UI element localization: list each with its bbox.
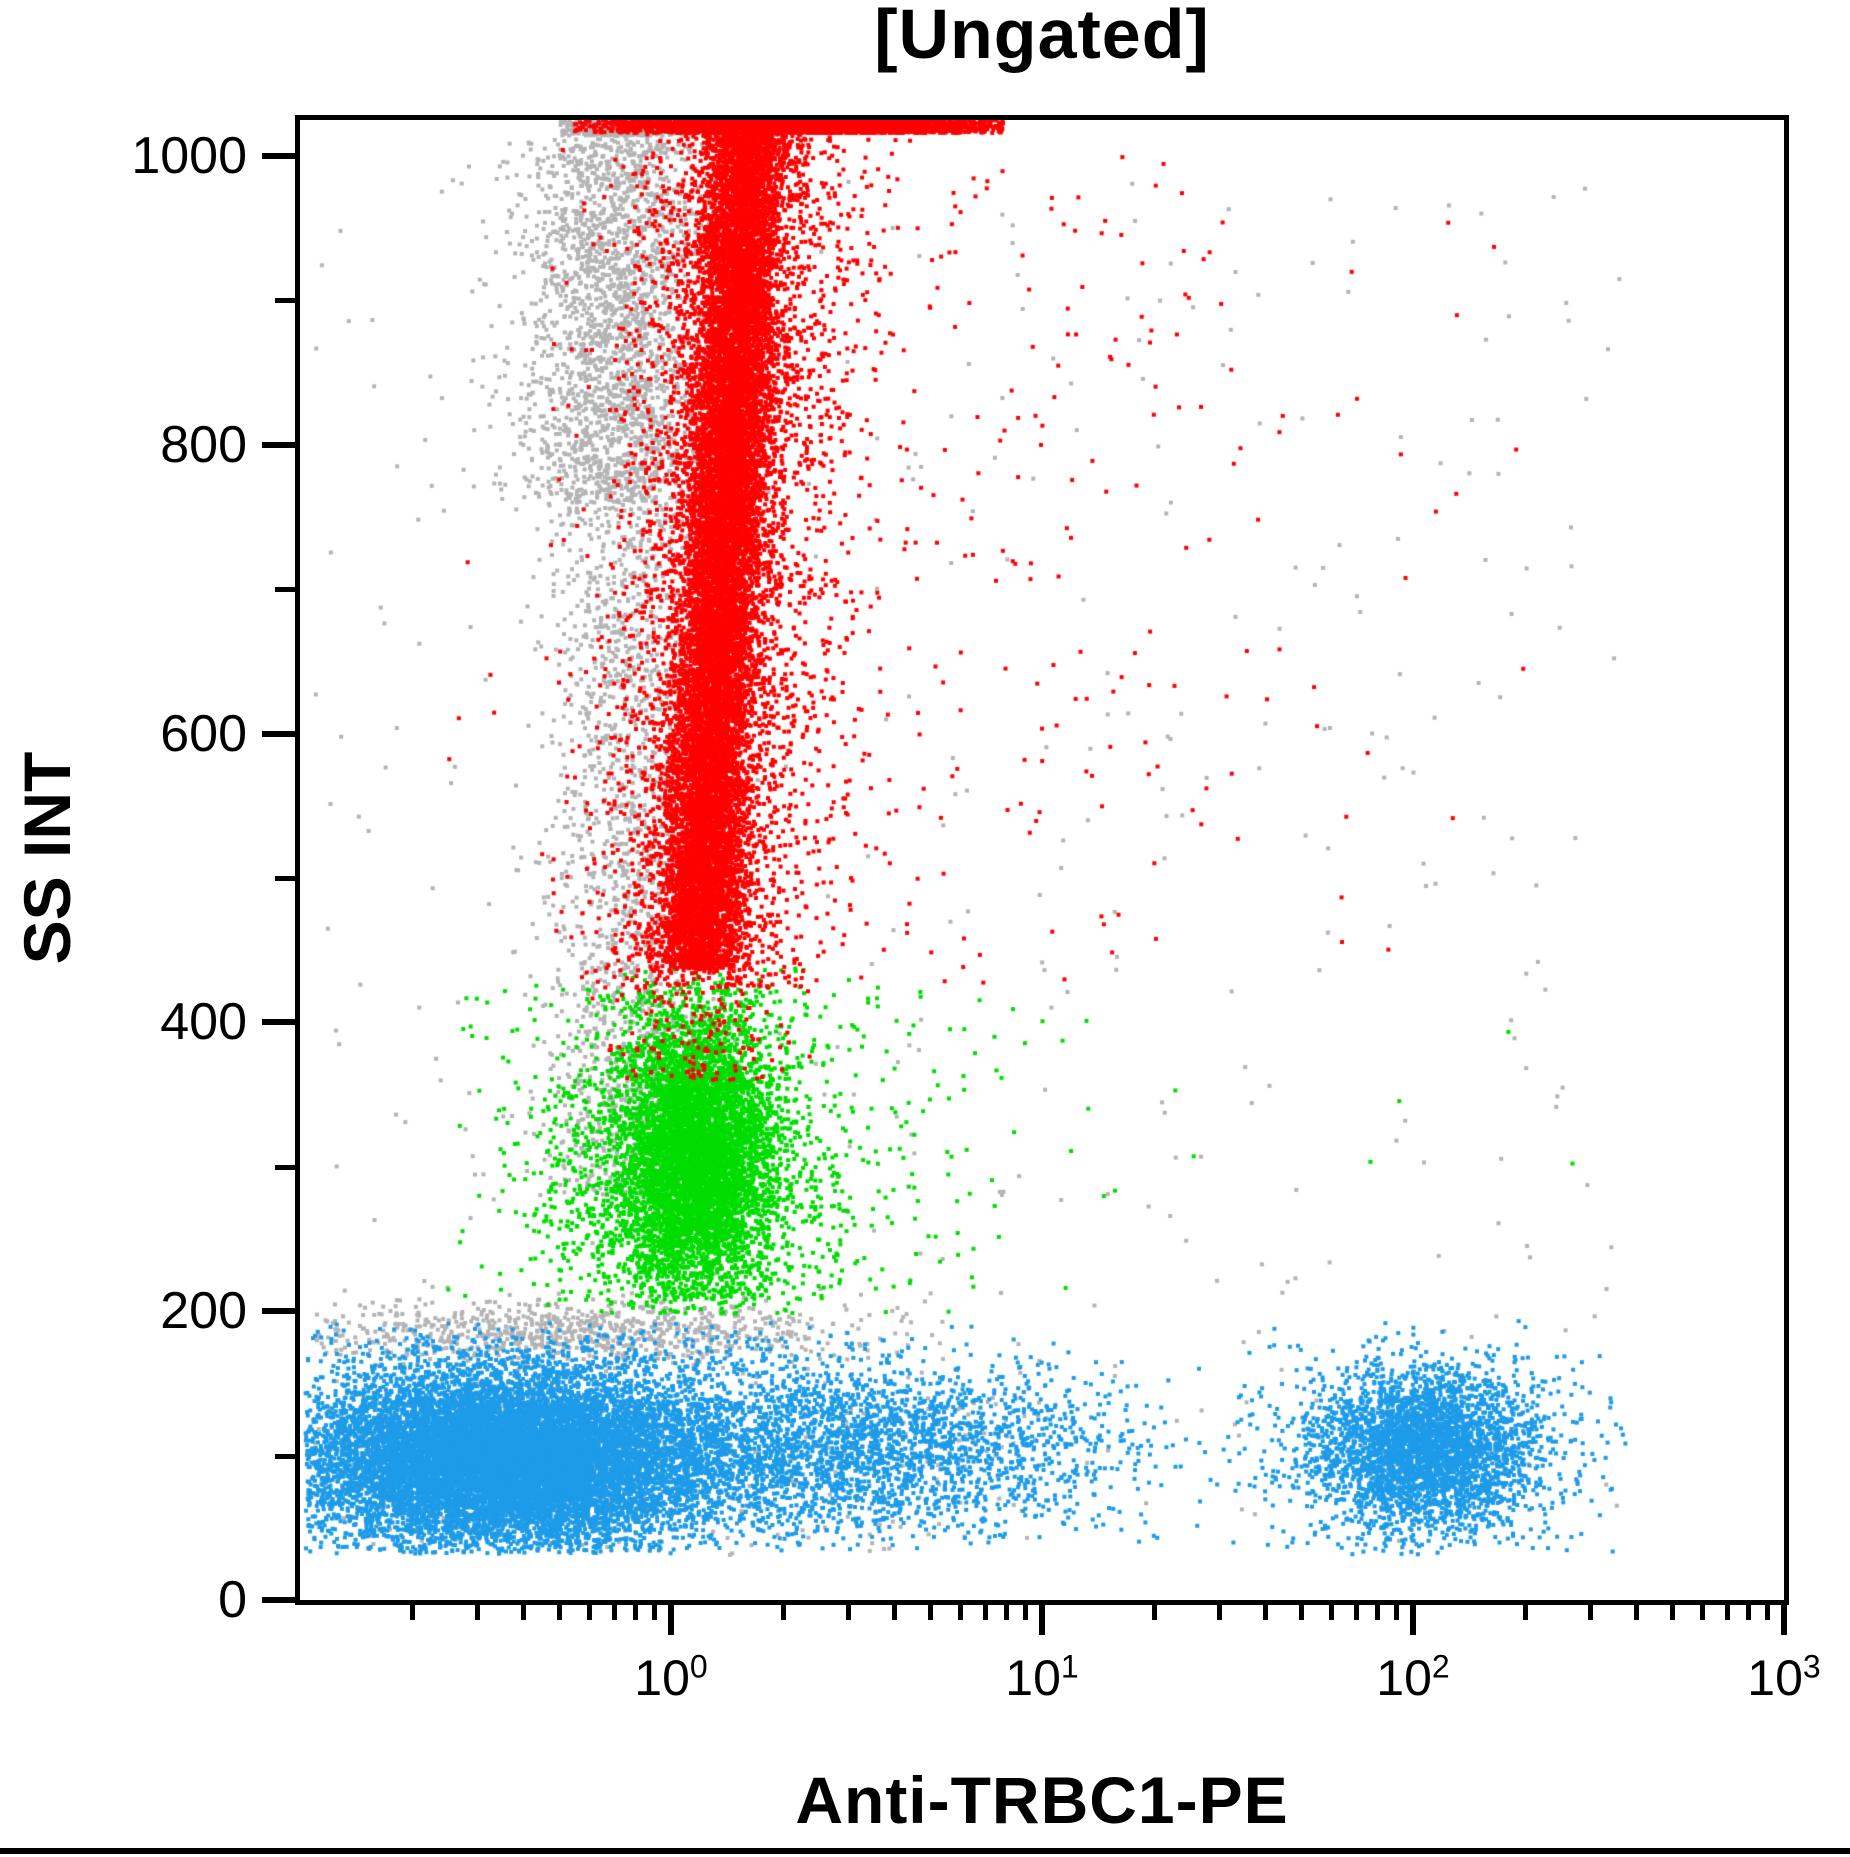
x-minor-tick [957, 1605, 963, 1620]
y-tick-label: 600 [160, 704, 247, 763]
x-minor-tick [1765, 1605, 1771, 1620]
y-major-tick [262, 153, 295, 160]
y-tick-label: 800 [160, 415, 247, 474]
x-minor-tick [586, 1605, 592, 1620]
x-minor-tick [1670, 1605, 1676, 1620]
x-minor-tick [475, 1605, 480, 1620]
y-minor-tick [275, 1453, 295, 1459]
x-major-tick [1410, 1605, 1416, 1635]
x-major-tick [668, 1605, 674, 1635]
x-minor-tick [633, 1605, 639, 1620]
x-minor-tick [1634, 1605, 1640, 1620]
y-tick-label: 200 [160, 1282, 247, 1341]
x-minor-tick [780, 1605, 786, 1620]
x-minor-tick [611, 1605, 617, 1620]
x-tick-label: 100 [634, 1648, 708, 1706]
x-minor-tick [557, 1605, 563, 1620]
y-tick-label: 0 [218, 1571, 247, 1629]
x-minor-tick [846, 1605, 851, 1620]
y-axis-label: SS INT [10, 751, 84, 965]
bottom-border-line [0, 1848, 1850, 1854]
y-minor-tick [275, 587, 295, 593]
x-minor-tick [1023, 1605, 1029, 1620]
y-minor-tick [275, 298, 295, 304]
x-minor-tick [1746, 1605, 1752, 1620]
y-major-tick [262, 1019, 295, 1026]
y-minor-tick [275, 876, 295, 882]
y-major-tick [262, 730, 295, 737]
chart-title: [Ungated] [874, 0, 1210, 73]
x-axis-label: Anti-TRBC1-PE [795, 1763, 1289, 1837]
plot-frame [295, 115, 1789, 1605]
y-major-tick [262, 441, 295, 448]
x-tick-label: 101 [1005, 1648, 1079, 1706]
y-tick-label: 400 [160, 993, 247, 1052]
x-minor-tick [1522, 1605, 1528, 1620]
y-major-tick [262, 1308, 295, 1315]
y-minor-tick [275, 1164, 295, 1170]
x-minor-tick [1394, 1605, 1400, 1620]
x-minor-tick [1217, 1605, 1222, 1620]
x-tick-label: 103 [1747, 1648, 1821, 1706]
x-minor-tick [1724, 1605, 1730, 1620]
x-major-tick [1781, 1605, 1787, 1635]
x-tick-label: 102 [1376, 1648, 1450, 1706]
x-minor-tick [982, 1605, 988, 1620]
x-minor-tick [1004, 1605, 1010, 1620]
x-minor-tick [892, 1605, 898, 1620]
x-minor-tick [1151, 1605, 1157, 1620]
x-minor-tick [521, 1605, 527, 1620]
x-minor-tick [1375, 1605, 1381, 1620]
x-minor-tick [1699, 1605, 1705, 1620]
x-minor-tick [1299, 1605, 1305, 1620]
x-minor-tick [1353, 1605, 1359, 1620]
x-major-tick [1039, 1605, 1045, 1635]
x-minor-tick [652, 1605, 658, 1620]
x-minor-tick [1263, 1605, 1269, 1620]
x-minor-tick [409, 1605, 415, 1620]
y-major-tick [262, 1597, 295, 1603]
x-minor-tick [928, 1605, 934, 1620]
x-minor-tick [1588, 1605, 1593, 1620]
y-tick-label: 1000 [131, 127, 247, 186]
scatter-canvas [300, 120, 1784, 1600]
x-minor-tick [1328, 1605, 1334, 1620]
